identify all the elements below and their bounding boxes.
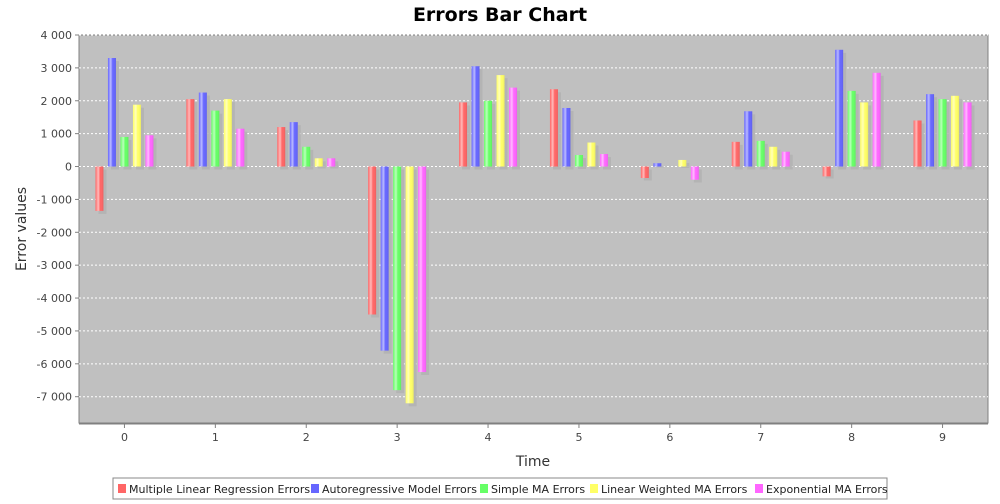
- y-tick-label: -1 000: [37, 193, 72, 206]
- x-tick-label: 9: [939, 431, 946, 444]
- bar-highlight: [769, 147, 777, 167]
- legend-swatch: [311, 484, 319, 493]
- bar-highlight: [691, 167, 699, 180]
- bar-highlight: [939, 99, 947, 166]
- bar-highlight: [600, 154, 608, 166]
- bar-highlight: [873, 73, 881, 167]
- bar-highlight: [562, 108, 570, 167]
- bar-highlight: [575, 155, 583, 167]
- bar-highlight: [327, 158, 335, 166]
- bar-highlight: [497, 75, 505, 166]
- y-tick-label: 3 000: [41, 62, 73, 75]
- bar-highlight: [964, 102, 972, 166]
- bar-highlight: [108, 58, 116, 167]
- bar-highlight: [860, 102, 868, 166]
- x-tick-label: 4: [485, 431, 492, 444]
- bar-highlight: [472, 66, 480, 166]
- bar-highlight: [641, 167, 649, 179]
- bar-highlight: [782, 152, 790, 167]
- x-tick-label: 8: [848, 431, 855, 444]
- bar-highlight: [145, 135, 153, 166]
- legend-label: Autoregressive Model Errors: [322, 483, 477, 496]
- bar-highlight: [236, 129, 244, 167]
- legend-label: Exponential MA Errors: [766, 483, 888, 496]
- bar-highlight: [823, 167, 831, 177]
- bar-highlight: [418, 167, 426, 373]
- bar-highlight: [315, 158, 323, 166]
- bar-highlight: [302, 147, 310, 167]
- bar-highlight: [926, 94, 934, 166]
- y-tick-label: -6 000: [37, 358, 72, 371]
- bar-highlight: [199, 93, 207, 167]
- y-axis: 4 000 3 000 2 000 1 000 0 -1 000 -2 000 -3 000 -…: [37, 29, 79, 404]
- x-tick-label: 2: [303, 431, 310, 444]
- bar-highlight: [732, 142, 740, 167]
- y-tick-label: 2 000: [41, 95, 73, 108]
- bar-highlight: [951, 96, 959, 167]
- y-tick-label: -4 000: [37, 292, 72, 305]
- bar-highlight: [211, 111, 219, 167]
- bar-highlight: [133, 105, 141, 167]
- bar-highlight: [120, 137, 128, 167]
- bar-highlight: [484, 101, 492, 167]
- bar-highlight: [393, 167, 401, 391]
- chart-title: Errors Bar Chart: [413, 4, 587, 26]
- legend-swatch: [480, 484, 488, 493]
- bar-highlight: [678, 160, 686, 167]
- bar-highlight: [290, 122, 298, 166]
- bar-highlight: [509, 88, 517, 167]
- bar-highlight: [550, 89, 558, 166]
- bar-highlight: [835, 50, 843, 167]
- legend-label: Simple MA Errors: [491, 483, 585, 496]
- bar-highlight: [757, 141, 765, 167]
- bar-highlight: [95, 167, 103, 211]
- x-axis: 0 1 2 3 4 5 6 7 8 9: [79, 424, 988, 444]
- y-tick-label: -7 000: [37, 391, 72, 404]
- bar-highlight: [587, 143, 595, 167]
- y-tick-label: 4 000: [41, 29, 73, 42]
- x-tick-label: 0: [121, 431, 128, 444]
- bar-highlight: [653, 163, 661, 166]
- y-tick-label: -3 000: [37, 259, 72, 272]
- bar-highlight: [848, 91, 856, 167]
- x-tick-label: 6: [666, 431, 673, 444]
- x-tick-label: 1: [212, 431, 219, 444]
- legend-label: Linear Weighted MA Errors: [601, 483, 748, 496]
- legend-items: Multiple Linear Regression Errors Autoreg…: [118, 483, 888, 496]
- bar-highlight: [406, 167, 414, 404]
- legend-swatch: [590, 484, 598, 493]
- bar-highlight: [277, 127, 285, 166]
- x-tick-label: 7: [757, 431, 764, 444]
- x-tick-label: 5: [575, 431, 582, 444]
- x-tick-label: 3: [394, 431, 401, 444]
- legend-swatch: [118, 484, 126, 493]
- bar-highlight: [744, 111, 752, 166]
- bar-highlight: [381, 167, 389, 351]
- bar-highlight: [914, 120, 922, 166]
- legend-swatch: [755, 484, 763, 493]
- bar-highlight: [224, 99, 232, 166]
- y-tick-label: -5 000: [37, 325, 72, 338]
- legend-label: Multiple Linear Regression Errors: [129, 483, 310, 496]
- bar-highlight: [368, 167, 376, 315]
- y-tick-label: 1 000: [41, 128, 73, 141]
- y-tick-label: 0: [65, 161, 72, 174]
- bar-highlight: [186, 99, 194, 166]
- y-tick-label: -2 000: [37, 226, 72, 239]
- bar-highlight: [459, 102, 467, 166]
- x-axis-label: Time: [515, 454, 550, 470]
- y-axis-label: Error values: [14, 187, 30, 271]
